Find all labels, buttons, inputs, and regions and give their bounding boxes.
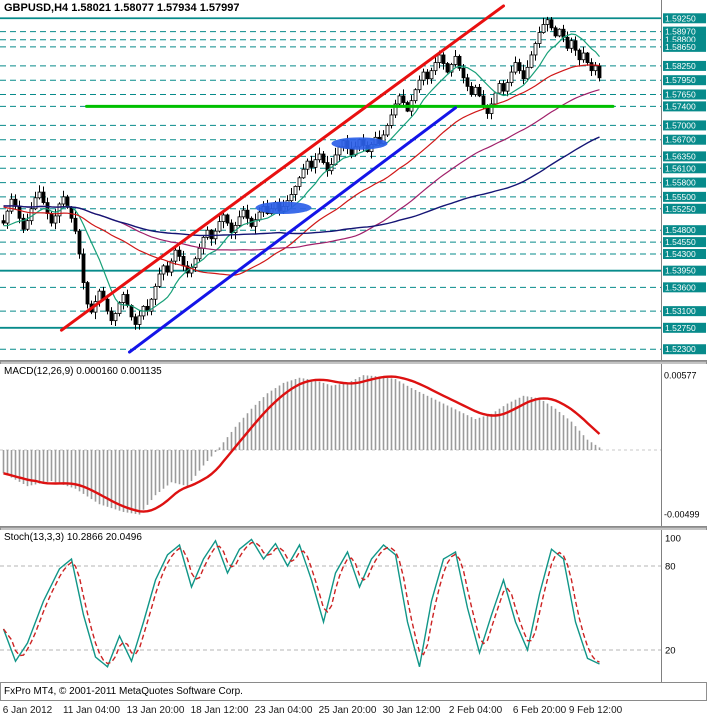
svg-text:-0.00499: -0.00499	[664, 509, 700, 519]
svg-text:1.56700: 1.56700	[665, 135, 696, 145]
macd-histogram	[2, 375, 601, 515]
price-badge: 1.55800	[663, 177, 706, 188]
svg-text:1.56100: 1.56100	[665, 163, 696, 173]
time-label: 25 Jan 20:00	[318, 705, 377, 716]
blue-uptrend-line[interactable]	[128, 106, 457, 354]
svg-text:1.58650: 1.58650	[665, 42, 696, 52]
time-axis: 6 Jan 2012 11 Jan 04:00 13 Jan 20:00 18 Jan…	[0, 700, 707, 724]
svg-text:1.59250: 1.59250	[665, 13, 696, 23]
panel-separator[interactable]	[0, 527, 707, 530]
price-badge: 1.57950	[663, 75, 706, 86]
price-badge: 1.58970	[663, 26, 706, 37]
svg-text:1.58250: 1.58250	[665, 61, 696, 71]
macd-panel: MACD(12,26,9) 0.000160 0.001135 0.00577-…	[0, 364, 707, 527]
time-label: 6 Jan 2012	[2, 705, 53, 716]
price-badge: 1.59250	[663, 13, 706, 23]
price-badge: 1.54800	[663, 225, 706, 236]
price-badge: 1.53100	[663, 306, 706, 317]
price-badge: 1.52300	[663, 344, 706, 355]
price-badge: 1.54550	[663, 237, 706, 248]
svg-text:20: 20	[665, 646, 676, 657]
moving-average-line	[3, 136, 600, 237]
price-badge: 1.57400	[663, 101, 706, 112]
price-badge: 1.58800	[663, 34, 706, 45]
svg-text:0.00577: 0.00577	[664, 371, 697, 381]
highlight-ellipse[interactable]	[331, 137, 388, 150]
price-chart-panel: GBPUSD,H4 1.58021 1.58077 1.57934 1.5799…	[0, 0, 707, 361]
svg-text:1.52750: 1.52750	[665, 323, 696, 333]
red-uptrend-line[interactable]	[60, 4, 505, 332]
time-label: 18 Jan 12:00	[190, 705, 249, 716]
candles	[1, 16, 602, 330]
svg-text:1.57400: 1.57400	[665, 101, 696, 111]
price-badge: 1.57000	[663, 120, 706, 131]
time-label: 13 Jan 20:00	[126, 705, 185, 716]
svg-text:1.54800: 1.54800	[665, 225, 696, 235]
price-badge: 1.58650	[663, 41, 706, 52]
moving-averages	[3, 33, 600, 312]
svg-text:1.57000: 1.57000	[665, 120, 696, 130]
moving-average-line	[3, 64, 600, 276]
macd-chart[interactable]: 0.00577 -0.00499	[0, 364, 707, 527]
svg-text:1.53600: 1.53600	[665, 282, 696, 292]
svg-text:1.54300: 1.54300	[665, 249, 696, 259]
price-badge: 1.55250	[663, 203, 706, 214]
svg-text:1.58970: 1.58970	[665, 27, 696, 37]
price-badge: 1.54300	[663, 249, 706, 259]
time-label: 9 Feb 12:00	[568, 705, 623, 716]
stoch-scale: 100 80 20	[661, 530, 707, 682]
panel-separator[interactable]	[0, 361, 707, 364]
price-badge: 1.56100	[663, 163, 706, 174]
moving-average-line	[3, 33, 600, 312]
time-label: 11 Jan 04:00	[62, 705, 121, 716]
price-badge: 1.55500	[663, 191, 706, 202]
time-label: 23 Jan 04:00	[254, 705, 313, 716]
price-badge: 1.57650	[663, 89, 706, 100]
moving-average-line	[3, 89, 600, 251]
svg-text:1.53950: 1.53950	[665, 266, 696, 276]
time-label: 2 Feb 04:00	[448, 705, 503, 716]
svg-text:1.56350: 1.56350	[665, 151, 696, 161]
stoch-k-line	[2, 538, 600, 668]
highlight-ellipse[interactable]	[255, 201, 312, 214]
stochastic-panel: Stoch(13,3,3) 10.2866 20.0496 100 80 20	[0, 530, 707, 682]
svg-text:100: 100	[665, 534, 681, 545]
svg-text:1.53100: 1.53100	[665, 306, 696, 316]
time-label: 6 Feb 20:00	[512, 705, 567, 716]
price-badge: 1.52750	[663, 322, 706, 333]
time-label: 30 Jan 12:00	[382, 705, 441, 716]
svg-text:1.55500: 1.55500	[665, 192, 696, 202]
macd-scale: 0.00577 -0.00499	[661, 364, 707, 527]
price-badge: 1.58250	[663, 60, 706, 71]
svg-text:1.57650: 1.57650	[665, 89, 696, 99]
stochastic-chart[interactable]: 100 80 20	[0, 530, 707, 682]
stoch-d-line	[2, 541, 600, 665]
svg-text:1.52300: 1.52300	[665, 344, 696, 354]
svg-text:1.55800: 1.55800	[665, 178, 696, 188]
macd-signal-line	[3, 375, 601, 513]
svg-text:80: 80	[665, 562, 676, 573]
price-badge: 1.56700	[663, 134, 706, 145]
price-badge: 1.53600	[663, 282, 706, 293]
svg-text:1.55250: 1.55250	[665, 204, 696, 214]
svg-text:1.58800: 1.58800	[665, 35, 696, 45]
copyright-text: FxPro MT4, © 2001-2011 MetaQuotes Softwa…	[0, 682, 707, 700]
svg-text:1.54550: 1.54550	[665, 237, 696, 247]
svg-text:1.57950: 1.57950	[665, 75, 696, 85]
price-badge: 1.53950	[663, 265, 706, 276]
price-badge: 1.56350	[663, 151, 706, 162]
